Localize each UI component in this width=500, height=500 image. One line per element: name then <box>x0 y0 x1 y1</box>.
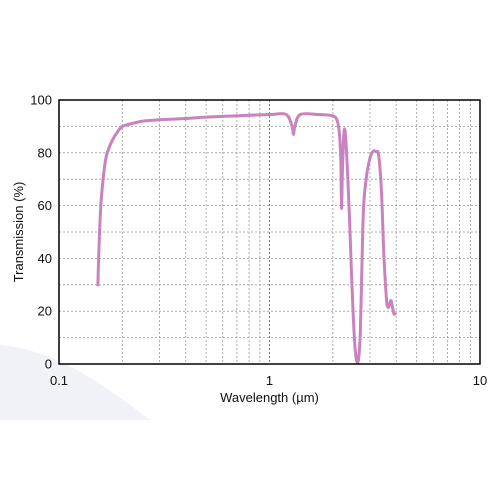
x-tick-label: 0.1 <box>50 373 68 388</box>
x-axis-label: Wavelength (µm) <box>220 390 319 405</box>
y-tick-label: 60 <box>38 198 52 213</box>
background-swoosh <box>0 345 150 420</box>
y-tick-label: 40 <box>38 251 52 266</box>
curve-layer <box>96 112 397 365</box>
y-axis-label: Transmission (%) <box>11 182 26 283</box>
grid-lines <box>59 100 480 364</box>
x-tick-label: 10 <box>473 373 487 388</box>
y-tick-label: 0 <box>45 357 52 372</box>
plot-frame <box>58 99 481 365</box>
y-tick-label: 100 <box>30 93 52 108</box>
x-tick-label: 1 <box>266 373 273 388</box>
transmission-curve <box>96 112 397 365</box>
y-tick-label: 80 <box>38 145 52 160</box>
y-tick-label: 20 <box>38 304 52 319</box>
